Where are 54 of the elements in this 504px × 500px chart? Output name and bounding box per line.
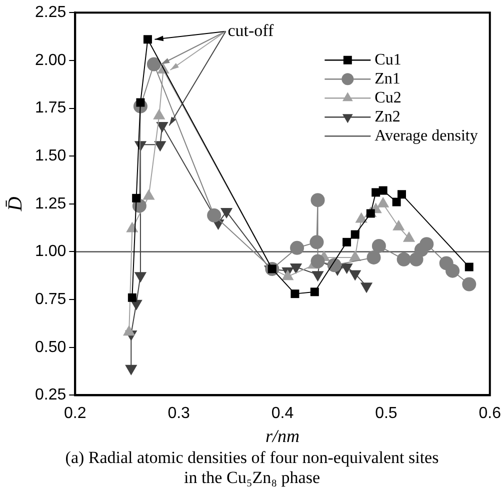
point	[132, 194, 141, 202]
y-tick-label: 1.50	[35, 147, 66, 164]
point	[310, 193, 325, 208]
point	[290, 290, 300, 298]
x-tick-label: 0.4	[271, 405, 294, 422]
y-tick-label: 1.00	[35, 243, 66, 260]
point	[420, 237, 434, 252]
y-tick-label: 1.25	[35, 195, 66, 212]
text: (a) Radial atomic densities of four non-equivalent sites in the Cu₅Zn₈ phase	[64, 448, 440, 488]
point	[310, 235, 324, 250]
point	[366, 250, 381, 264]
y-tick-label: 1.75	[35, 100, 66, 117]
legend-label: Average density	[374, 127, 478, 144]
y-tick-label: 0.75	[35, 290, 66, 308]
point	[310, 288, 319, 296]
y-tick-label: 2.00	[35, 52, 66, 69]
point	[349, 270, 362, 281]
point	[446, 264, 460, 278]
point	[342, 238, 352, 246]
point	[372, 238, 386, 253]
point	[134, 272, 147, 283]
point	[392, 198, 401, 206]
point	[372, 188, 380, 197]
x-tick-label: 0.3	[168, 405, 190, 422]
x-tick-label: 0.5	[375, 405, 398, 422]
x-tick-label: 0.6	[478, 405, 502, 422]
point	[146, 57, 161, 72]
legend-label: Zn1	[374, 70, 400, 88]
point	[312, 271, 324, 282]
point	[207, 208, 222, 222]
y-axis-title: D̄	[4, 196, 26, 212]
point	[350, 230, 360, 239]
x-axis-title: r/nm	[266, 426, 300, 446]
point	[290, 240, 304, 255]
point	[462, 277, 476, 292]
point	[398, 190, 406, 199]
point	[128, 293, 136, 302]
point	[310, 254, 325, 268]
point	[327, 258, 342, 272]
legend-label: Cu2	[374, 89, 402, 106]
point	[464, 262, 474, 272]
y-tick-label: 0.50	[35, 338, 66, 356]
point	[125, 364, 138, 376]
point	[360, 282, 373, 294]
point	[143, 35, 152, 44]
legend-label: Zn2	[374, 108, 400, 126]
annotation: cut-off	[228, 20, 274, 40]
point	[396, 252, 411, 266]
legend-label: Cu1	[374, 51, 402, 68]
y-tick-label: 2.25	[35, 4, 66, 22]
point	[378, 186, 388, 195]
y-tick-label: 0.25	[35, 386, 66, 404]
point	[366, 209, 375, 218]
x-tick-label: 0.2	[64, 405, 86, 422]
